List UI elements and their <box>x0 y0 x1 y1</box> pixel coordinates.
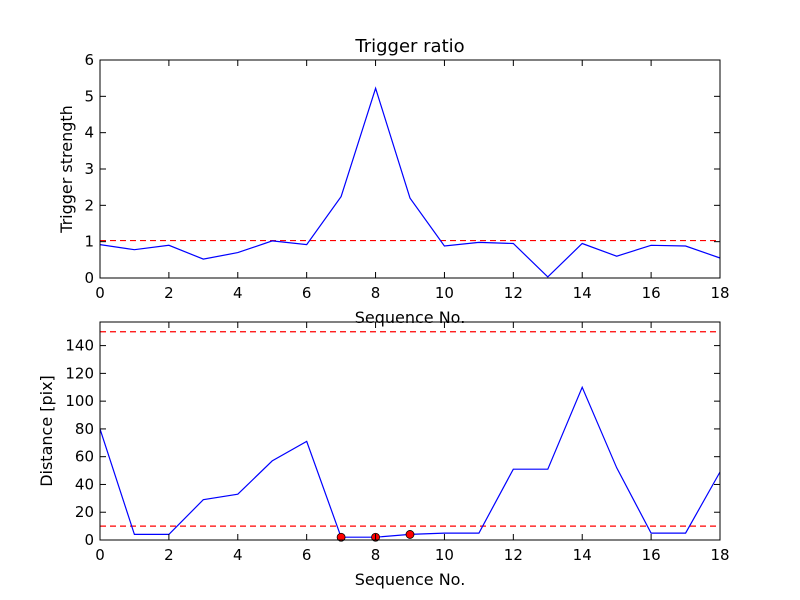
x-tick-label: 12 <box>504 546 523 564</box>
x-tick-label: 6 <box>302 546 312 564</box>
x-tick-label: 8 <box>371 284 381 302</box>
y-tick-label: 1 <box>84 233 94 251</box>
y-tick-label: 5 <box>84 87 94 105</box>
x-axis-label: Sequence No. <box>355 570 466 589</box>
x-tick-label: 6 <box>302 284 312 302</box>
x-tick-label: 18 <box>710 284 729 302</box>
x-tick-label: 2 <box>164 546 174 564</box>
y-tick-label: 6 <box>84 51 94 69</box>
x-tick-label: 2 <box>164 284 174 302</box>
x-tick-label: 10 <box>435 284 454 302</box>
chart-title: Trigger ratio <box>354 36 464 57</box>
x-tick-label: 4 <box>233 546 243 564</box>
series-line-1 <box>99 86 721 278</box>
highlight-point-1 <box>336 532 346 542</box>
x-tick-label: 0 <box>95 546 105 564</box>
x-tick-label: 4 <box>233 284 243 302</box>
y-tick-label: 100 <box>65 392 94 410</box>
y-tick-label: 2 <box>84 196 94 214</box>
x-tick-label: 16 <box>642 546 661 564</box>
axes-frame <box>99 321 721 541</box>
x-tick-label: 14 <box>573 284 592 302</box>
y-tick-label: 60 <box>75 448 94 466</box>
series-line-1 <box>99 385 721 538</box>
highlight-point-3 <box>405 530 415 539</box>
y-axis-label: Trigger strength <box>57 105 76 234</box>
y-tick-label: 4 <box>84 124 94 142</box>
y-tick-label: 0 <box>84 531 94 549</box>
x-axis-label: Sequence No. <box>355 308 466 327</box>
x-tick-label: 0 <box>95 284 105 302</box>
x-tick-label: 16 <box>642 284 661 302</box>
y-tick-label: 140 <box>65 337 94 355</box>
x-tick-label: 12 <box>504 284 523 302</box>
y-axis-label: Distance [pix] <box>37 375 56 487</box>
y-tick-label: 0 <box>84 269 94 287</box>
x-tick-label: 10 <box>435 546 454 564</box>
y-tick-label: 40 <box>75 475 94 493</box>
y-tick-label: 20 <box>75 503 94 521</box>
y-tick-label: 80 <box>75 420 94 438</box>
x-tick-label: 14 <box>573 546 592 564</box>
x-tick-label: 18 <box>710 546 729 564</box>
y-tick-label: 120 <box>65 364 94 382</box>
x-tick-label: 8 <box>371 546 381 564</box>
axes-frame <box>99 59 721 279</box>
y-tick-label: 3 <box>84 160 94 178</box>
